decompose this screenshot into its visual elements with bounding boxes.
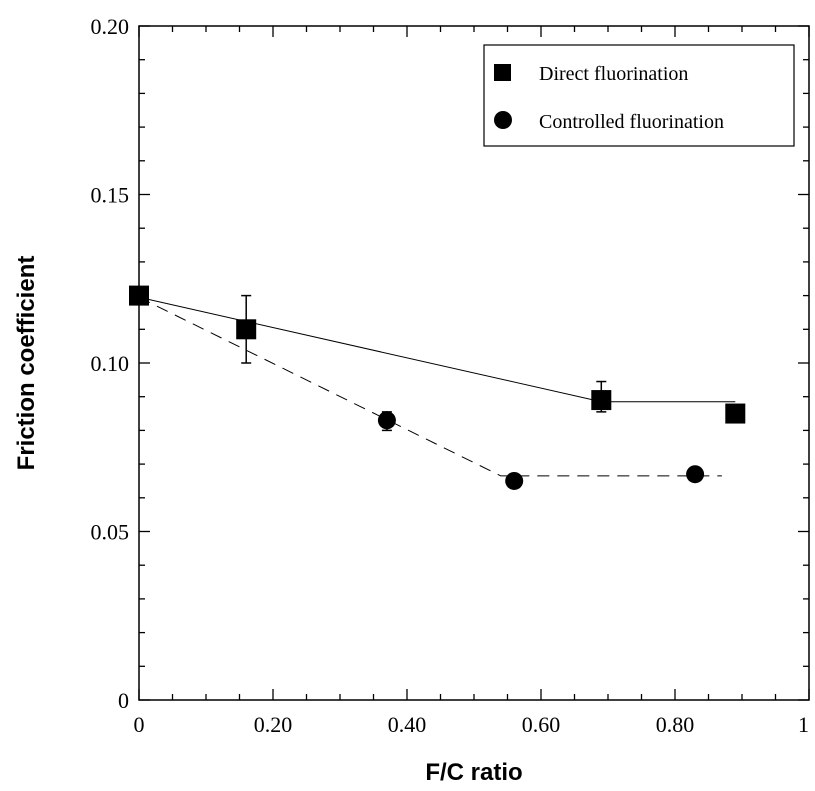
x-tick-label: 0.20 [254, 712, 293, 737]
legend: Direct fluorination Controlled fluorinat… [483, 44, 795, 147]
data-point-circle [377, 411, 396, 430]
legend-label-controlled: Controlled fluorination [539, 111, 724, 133]
y-axis-title: Friction coefficient [13, 256, 40, 471]
y-tick-label: 0.10 [91, 351, 130, 376]
x-tick-label: 0.80 [656, 712, 695, 737]
y-tick-label: 0.15 [91, 183, 130, 208]
legend-box [483, 44, 795, 147]
data-point-square [591, 390, 612, 411]
x-tick-label: 1 [798, 712, 809, 737]
x-tick-label: 0 [134, 712, 145, 737]
x-tick-label: 0.40 [388, 712, 427, 737]
error-bars [241, 294, 607, 432]
data-point-square [129, 285, 149, 306]
legend-label-direct: Direct fluorination [539, 63, 688, 85]
data-point-circle [686, 465, 705, 484]
tick-marks [138, 25, 810, 701]
legend-marker-direct [494, 64, 511, 81]
y-tick-label: 0.05 [91, 520, 130, 545]
y-tick-label: 0.20 [91, 14, 130, 39]
series-line-0 [138, 296, 736, 403]
series-lines [138, 296, 736, 477]
legend-marker-controlled [494, 111, 512, 129]
y-tick-label: 0 [118, 688, 129, 713]
x-axis-title: F/C ratio [425, 759, 522, 786]
data-markers [129, 285, 746, 490]
x-tick-label: 0.60 [522, 712, 561, 737]
data-point-circle [505, 471, 524, 490]
series-line-1 [138, 296, 722, 477]
data-point-square [236, 319, 257, 340]
data-point-square [725, 403, 746, 424]
tick-labels: 0 0.20 0.40 0.60 0.80 1 0 0.05 0.10 0.15 0.20 [91, 14, 810, 737]
